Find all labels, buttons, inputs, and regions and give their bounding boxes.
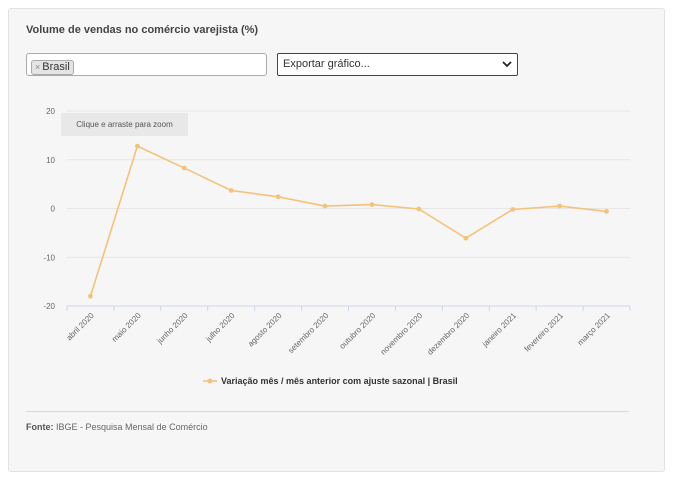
chevron-down-icon xyxy=(502,61,512,68)
data-point[interactable] xyxy=(604,209,609,214)
x-tick-label: junho 2020 xyxy=(155,311,190,346)
legend-label[interactable]: Variação mês / mês anterior com ajuste s… xyxy=(221,376,458,386)
data-point[interactable] xyxy=(134,143,140,149)
x-tick-label: janeiro 2021 xyxy=(480,311,519,350)
y-tick-label: -10 xyxy=(43,253,55,262)
data-point[interactable] xyxy=(416,206,422,212)
y-tick-label: -20 xyxy=(43,302,55,311)
x-tick-label: setembro 2020 xyxy=(286,311,330,355)
remove-chip-icon[interactable]: × xyxy=(35,62,41,72)
data-point[interactable] xyxy=(322,203,328,209)
series-line[interactable] xyxy=(89,144,607,297)
data-point[interactable] xyxy=(369,202,375,208)
filter-chip-label: Brasil xyxy=(42,61,70,73)
source-label: Fonte: xyxy=(26,422,54,432)
y-tick-label: 20 xyxy=(46,107,55,116)
data-point[interactable] xyxy=(228,188,234,193)
export-chart-select[interactable]: Exportar gráfico... xyxy=(277,53,518,76)
y-tick-label: 10 xyxy=(46,156,55,165)
source-text: IBGE - Pesquisa Mensal de Comércio xyxy=(56,422,208,432)
x-tick-label: novembro 2020 xyxy=(379,311,425,357)
data-point[interactable] xyxy=(181,165,187,171)
location-filter-input[interactable]: × Brasil xyxy=(26,53,267,76)
x-tick-label: outubro 2020 xyxy=(338,311,378,351)
chart-title: Volume de vendas no comércio varejista (… xyxy=(26,24,259,36)
x-tick-label: fevereiro 2021 xyxy=(523,311,566,354)
filter-chip-brasil[interactable]: × Brasil xyxy=(31,59,74,75)
export-select-label: Exportar gráfico... xyxy=(283,58,370,70)
source-note: Fonte: IBGE - Pesquisa Mensal de Comérci… xyxy=(26,422,208,432)
x-tick-label: dezembro 2020 xyxy=(426,311,472,357)
x-tick-label: maio 2020 xyxy=(110,311,143,344)
x-tick-label: abril 2020 xyxy=(65,311,97,343)
x-tick-label: março 2021 xyxy=(576,311,613,348)
legend-symbol-marker[interactable] xyxy=(207,378,213,384)
data-point[interactable] xyxy=(275,194,281,200)
data-point[interactable] xyxy=(510,207,516,212)
y-tick-label: 0 xyxy=(51,205,56,214)
zoom-hint: Clique e arraste para zoom xyxy=(61,113,188,136)
divider xyxy=(26,411,629,412)
data-point[interactable] xyxy=(463,235,469,241)
x-tick-label: julho 2020 xyxy=(203,311,237,345)
data-point[interactable] xyxy=(88,293,93,299)
chart-card xyxy=(8,8,665,472)
data-point[interactable] xyxy=(557,203,563,209)
x-tick-label: agosto 2020 xyxy=(246,311,284,349)
